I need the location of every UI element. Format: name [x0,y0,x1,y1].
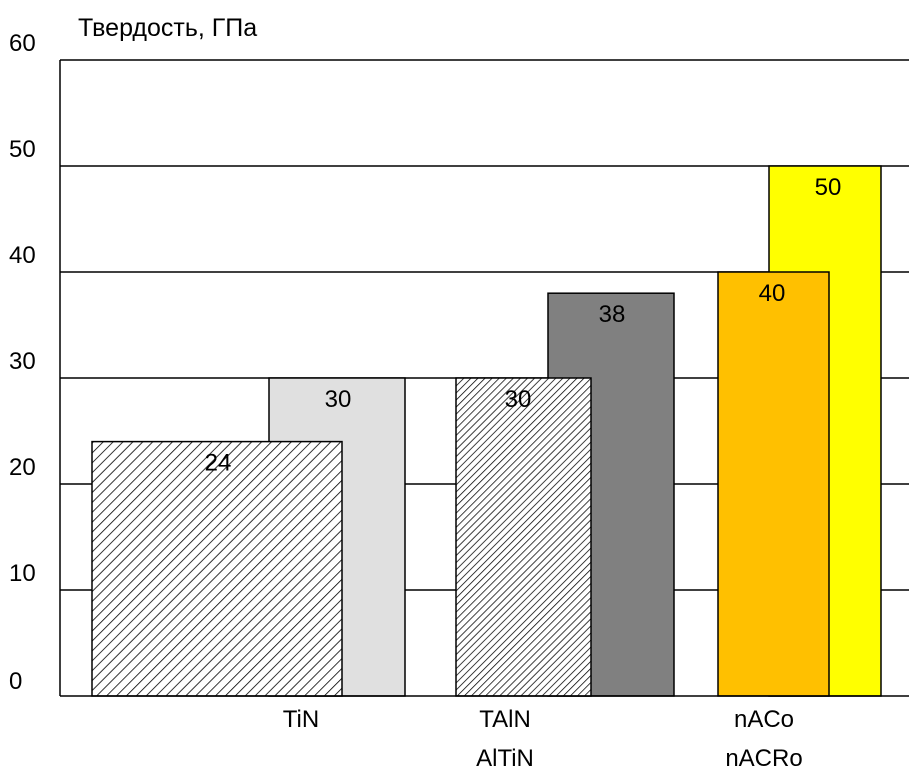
y-tick-label-50: 50 [9,136,36,163]
y-tick-label-10: 10 [9,560,36,587]
bar-0-0 [91,440,343,697]
axes [59,60,909,697]
labels: 0 10 20 30 40 50 60 24 30 30 38 40 50 TiN TAlN AlTiN nAC… [9,30,841,772]
data-label-1-1: 38 [599,301,626,328]
y-tick-label-0: 0 [9,668,22,695]
bars [91,165,882,697]
category-label-2: nACo [734,706,794,733]
data-label-1-0: 30 [505,386,532,413]
category-label2-1: AlTiN [476,745,534,772]
y-tick-label-60: 60 [9,30,36,57]
data-label-2-0: 40 [759,280,786,307]
bar-2-0 [717,271,830,697]
y-axis-title: Твердость, ГПа [78,14,258,42]
category-label-0: TiN [283,706,319,733]
data-label-0-1: 30 [325,386,352,413]
category-label2-2: nACRo [725,745,802,772]
data-label-0-0: 24 [205,450,232,477]
y-tick-label-20: 20 [9,454,36,481]
y-tick-label-30: 30 [9,348,36,375]
bar-1-0 [455,377,592,697]
data-label-2-1: 50 [815,174,842,201]
y-tick-label-40: 40 [9,242,36,269]
category-label-1: TAlN [479,706,531,733]
